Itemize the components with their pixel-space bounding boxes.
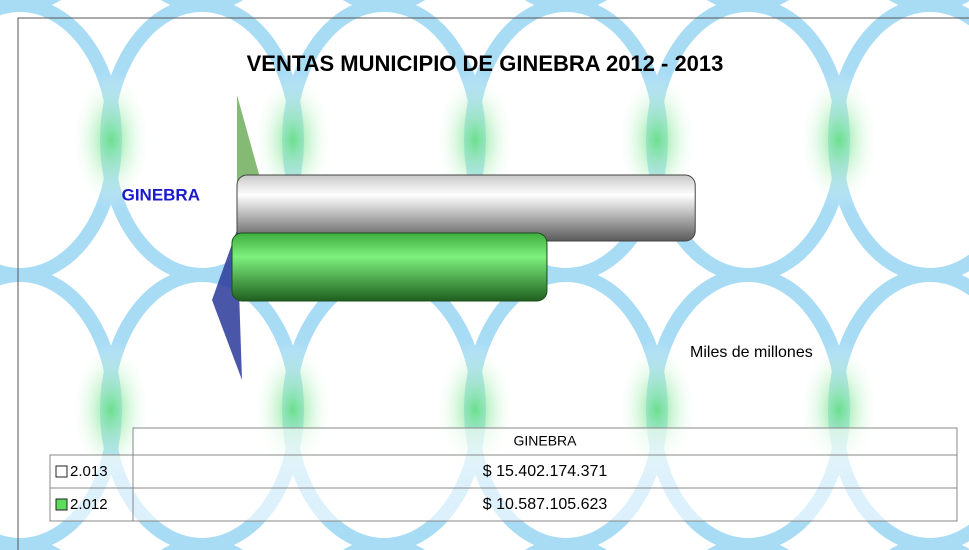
legend-label: 2.012 <box>70 496 108 513</box>
bar <box>231 232 548 302</box>
category-label: GINEBRA <box>122 185 200 204</box>
legend-label: 2.013 <box>70 463 108 480</box>
table-value: $ 15.402.174.371 <box>483 463 608 480</box>
bar <box>236 174 696 242</box>
table-header: GINEBRA <box>513 433 577 449</box>
x-axis-label: Miles de millones <box>690 344 813 361</box>
chart-title: VENTAS MUNICIPIO DE GINEBRA 2012 - 2013 <box>247 51 724 76</box>
table-value-cell <box>132 487 958 522</box>
table-value-cell <box>132 454 958 489</box>
data-table: GINEBRA <box>132 427 958 456</box>
table-value: $ 10.587.105.623 <box>483 496 608 513</box>
legend-swatch <box>55 498 68 511</box>
chart-border <box>17 17 969 550</box>
legend-swatch <box>55 465 68 478</box>
